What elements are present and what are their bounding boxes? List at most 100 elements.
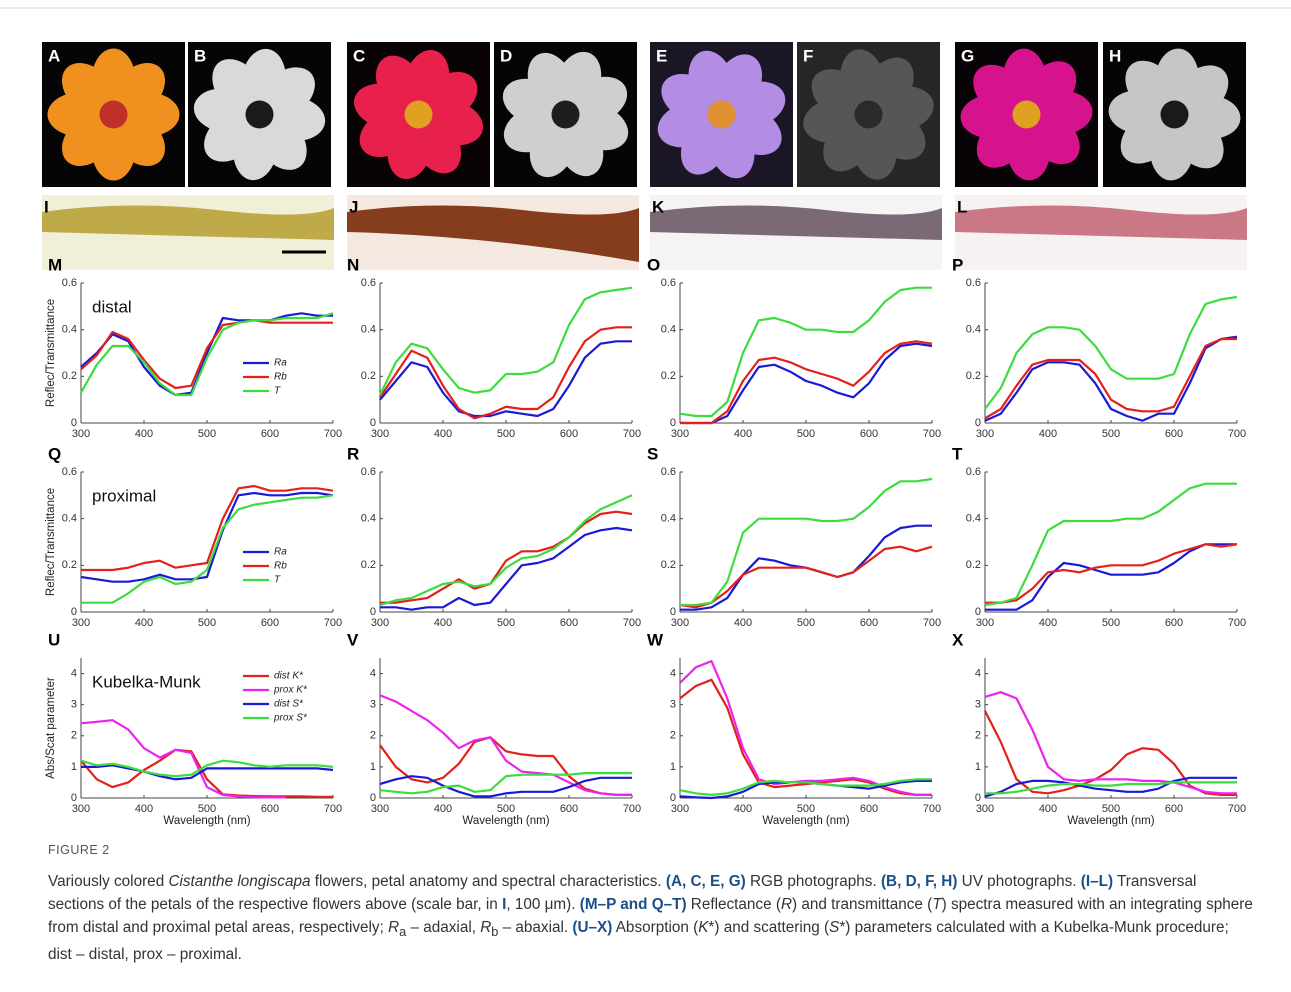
panel-label: E bbox=[656, 46, 667, 65]
petal bbox=[840, 49, 885, 113]
y-tick-label: 0.6 bbox=[661, 277, 676, 289]
caption-text: (A, C, E, G) bbox=[665, 873, 746, 890]
caption-text: K bbox=[698, 919, 709, 936]
caption-text: (M–P and Q–T) bbox=[579, 896, 687, 913]
caption-text: Cistanthe longiscapa bbox=[168, 873, 311, 890]
y-tick-label: 0.4 bbox=[966, 324, 981, 336]
series-line bbox=[80, 491, 334, 583]
x-tick-label: 700 bbox=[324, 428, 342, 440]
series-line bbox=[80, 312, 334, 397]
annotation: distal bbox=[92, 297, 132, 316]
legend-label: Rb bbox=[274, 372, 287, 383]
caption-text: RGB photographs. bbox=[745, 873, 881, 890]
panel-label: U bbox=[48, 630, 60, 649]
series-line bbox=[80, 719, 286, 799]
x-tick-label: 700 bbox=[1228, 428, 1246, 440]
y-tick-label: 0.6 bbox=[62, 277, 77, 289]
y-axis-label: Reflec/Transmittance bbox=[45, 299, 57, 407]
y-tick-label: 0.2 bbox=[661, 559, 676, 571]
y-tick-label: 0 bbox=[71, 792, 77, 804]
x-tick-label: 500 bbox=[198, 428, 216, 440]
flower-center bbox=[1012, 100, 1041, 129]
y-tick-label: 2 bbox=[71, 730, 77, 742]
caption-text: Transversal sections of the petals of th… bbox=[48, 873, 1197, 913]
x-tick-label: 400 bbox=[1039, 617, 1057, 629]
series-line bbox=[80, 759, 334, 778]
x-axis-label: Wavelength (nm) bbox=[762, 815, 849, 827]
x-tick-label: 700 bbox=[324, 803, 342, 815]
x-tick-label: 600 bbox=[1165, 428, 1183, 440]
series-line bbox=[679, 545, 933, 609]
panel-label: A bbox=[48, 46, 60, 65]
y-tick-label: 0 bbox=[370, 792, 376, 804]
series-line bbox=[379, 694, 632, 796]
legend-label: dist S* bbox=[274, 699, 304, 710]
x-tick-label: 400 bbox=[135, 428, 153, 440]
x-tick-label: 300 bbox=[72, 428, 90, 440]
y-tick-label: 0 bbox=[670, 792, 676, 804]
panel-label: H bbox=[1109, 46, 1121, 65]
flower-center bbox=[707, 100, 736, 129]
legend-label: prox S* bbox=[273, 713, 308, 724]
y-tick-label: 4 bbox=[370, 667, 376, 679]
legend-label: Rb bbox=[274, 561, 287, 572]
petal-section bbox=[42, 205, 334, 240]
caption-text: – abaxial. bbox=[498, 919, 573, 936]
y-tick-label: 0 bbox=[71, 606, 77, 618]
y-axis-label: Abs/Scat parameter bbox=[45, 677, 57, 779]
x-axis-label: Wavelength (nm) bbox=[1067, 815, 1154, 827]
x-tick-label: 500 bbox=[497, 428, 515, 440]
y-tick-label: 0 bbox=[975, 417, 981, 429]
x-tick-label: 600 bbox=[261, 803, 279, 815]
x-tick-label: 500 bbox=[497, 617, 515, 629]
x-tick-label: 300 bbox=[976, 428, 994, 440]
petal bbox=[375, 55, 427, 116]
x-tick-label: 400 bbox=[734, 428, 752, 440]
series-line bbox=[984, 337, 1237, 420]
panel-label: I bbox=[44, 197, 49, 216]
series-line bbox=[380, 510, 633, 604]
y-tick-label: 3 bbox=[670, 699, 676, 711]
x-tick-label: 700 bbox=[623, 803, 641, 815]
x-tick-label: 600 bbox=[560, 617, 578, 629]
x-tick-label: 500 bbox=[497, 803, 515, 815]
y-tick-label: 4 bbox=[670, 667, 676, 679]
panel-label: O bbox=[647, 255, 660, 274]
x-tick-label: 400 bbox=[135, 803, 153, 815]
series-line bbox=[379, 775, 632, 798]
series-line bbox=[680, 340, 933, 425]
petal-section bbox=[955, 205, 1247, 240]
panel-label: B bbox=[194, 46, 206, 65]
x-tick-label: 600 bbox=[860, 803, 878, 815]
x-tick-label: 300 bbox=[72, 617, 90, 629]
x-tick-label: 600 bbox=[860, 617, 878, 629]
petal bbox=[1002, 48, 1047, 113]
caption-text: T bbox=[932, 896, 942, 913]
x-tick-label: 400 bbox=[1039, 428, 1057, 440]
flower-center bbox=[1160, 100, 1189, 129]
flower-center bbox=[854, 100, 883, 129]
panel-label: J bbox=[349, 197, 358, 216]
caption-text: , 100 μm). bbox=[506, 896, 580, 913]
series-line bbox=[680, 477, 933, 607]
caption-text: (B, D, F, H) bbox=[880, 873, 958, 890]
petal bbox=[527, 52, 576, 115]
panel-label: S bbox=[647, 444, 658, 463]
y-tick-label: 0.2 bbox=[361, 559, 376, 571]
petal bbox=[212, 59, 265, 117]
y-tick-label: 1 bbox=[370, 761, 376, 773]
x-tick-label: 300 bbox=[671, 428, 689, 440]
y-tick-label: 0.2 bbox=[62, 559, 77, 571]
series-line bbox=[679, 286, 932, 418]
x-tick-label: 500 bbox=[198, 803, 216, 815]
x-tick-label: 500 bbox=[797, 803, 815, 815]
x-tick-label: 500 bbox=[1102, 428, 1120, 440]
figure-label: FIGURE 2 bbox=[48, 843, 110, 857]
series-line bbox=[985, 543, 1238, 604]
petal bbox=[1154, 48, 1199, 113]
series-line bbox=[984, 295, 1238, 410]
x-tick-label: 700 bbox=[324, 617, 342, 629]
panel-label: G bbox=[961, 46, 974, 65]
caption-text: flowers, petal anatomy and spectral char… bbox=[310, 873, 666, 890]
